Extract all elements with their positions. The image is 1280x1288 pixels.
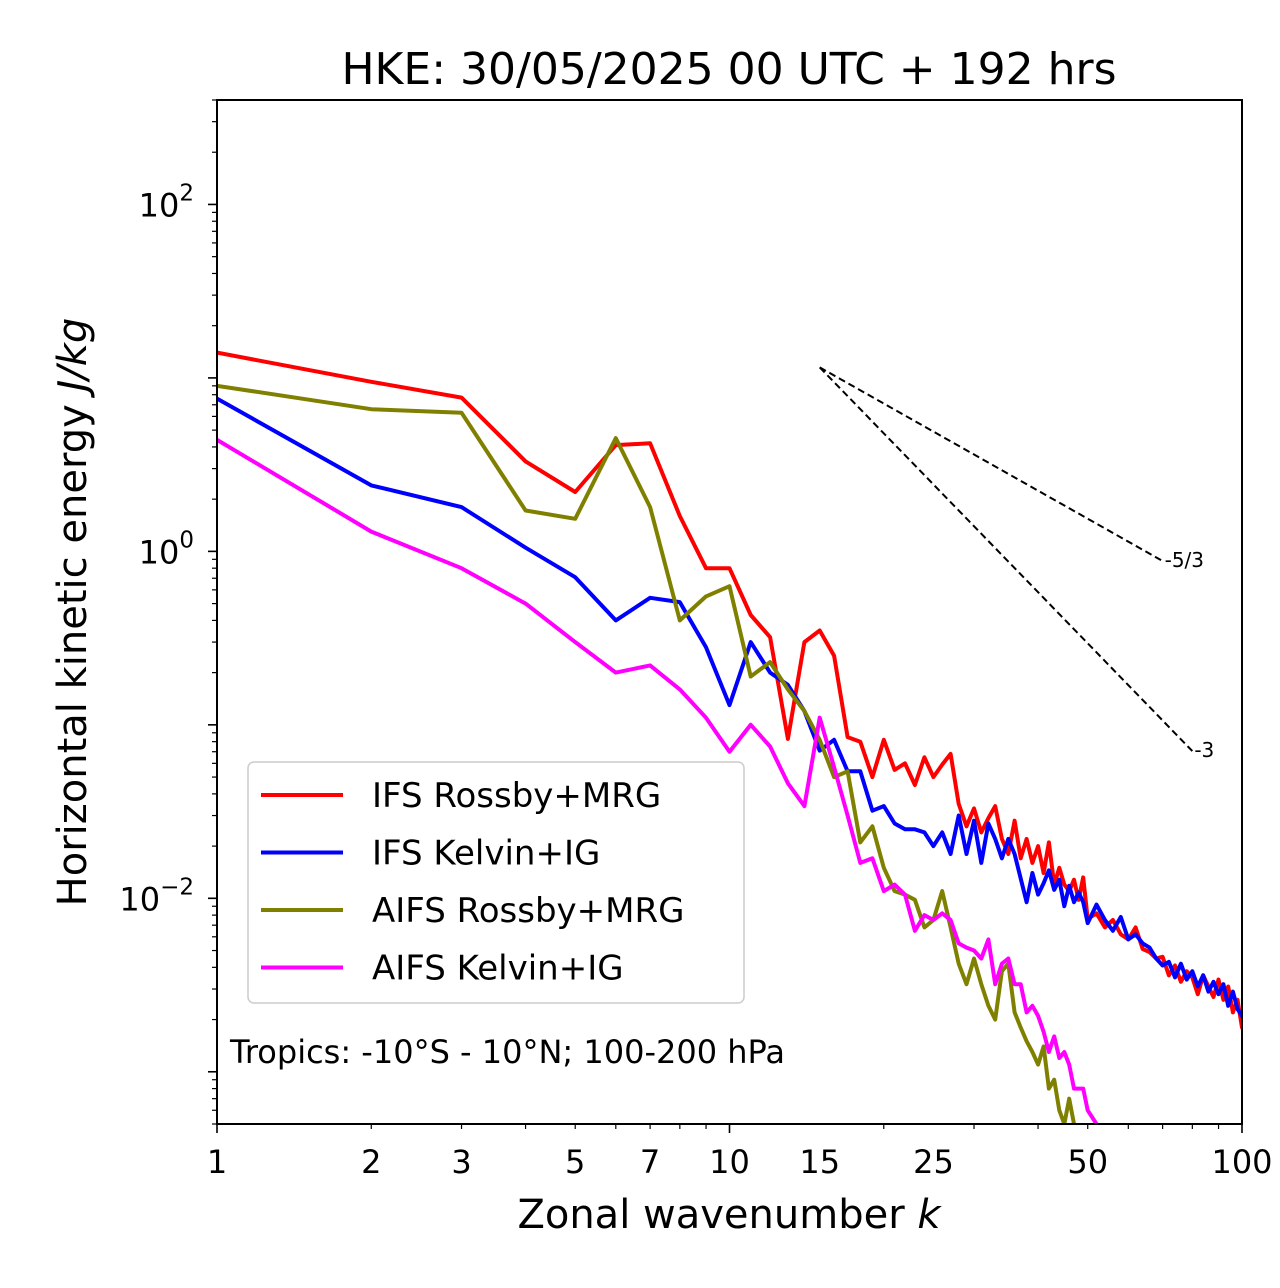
series-lines: [217, 350, 1242, 1124]
x-tick-label: 1: [207, 1143, 227, 1181]
x-tick-label: 5: [565, 1143, 585, 1181]
y-tick-label: 102: [139, 180, 194, 224]
x-tick-label: 50: [1067, 1143, 1108, 1181]
legend-box: [247, 761, 745, 1004]
series-line-aifs-kelvin-ig: [217, 437, 1099, 1124]
x-axis-ticks: 1 2 3 5 7 10 15 25 50 100: [207, 1124, 1273, 1181]
x-axis-label: Zonal wavenumber k: [517, 1192, 942, 1238]
x-tick-label: 100: [1211, 1143, 1272, 1181]
y-tick-label: 100: [139, 527, 194, 571]
y-axis-ticks: 10−2 100 102: [119, 99, 217, 1125]
reference-line-label: -3: [1194, 738, 1214, 762]
reference-line-label: -5/3: [1165, 548, 1204, 572]
reference-line-3: [819, 366, 1194, 752]
x-tick-label: 3: [451, 1143, 471, 1181]
legend: IFS Rossby+MRG IFS Kelvin+IG AIFS Rossby+M…: [247, 761, 745, 1004]
legend-label: AIFS Kelvin+IG: [372, 949, 624, 989]
legend-label: IFS Rossby+MRG: [372, 776, 661, 816]
x-tick-label: 25: [913, 1143, 954, 1181]
legend-item-aifs-kelvin-ig: AIFS Kelvin+IG: [261, 949, 624, 989]
x-tick-label: 15: [799, 1143, 840, 1181]
chart-title: HKE: 30/05/2025 00 UTC + 192 hrs: [341, 44, 1116, 95]
reference-slope-lines: -5/3 -3: [819, 366, 1214, 762]
y-tick-label: 10−2: [119, 874, 194, 918]
series-line-aifs-rossby-mrg: [217, 383, 1076, 1124]
series-line-ifs-rossby-mrg: [217, 350, 1242, 1030]
legend-label: AIFS Rossby+MRG: [372, 891, 684, 931]
x-tick-label: 10: [709, 1143, 750, 1181]
legend-item-ifs-rossby-mrg: IFS Rossby+MRG: [261, 776, 661, 816]
legend-item-ifs-kelvin-ig: IFS Kelvin+IG: [261, 834, 600, 874]
x-tick-label: 2: [361, 1143, 381, 1181]
x-tick-label: 7: [640, 1143, 660, 1181]
region-annotation: Tropics: -10°S - 10°N; 100-200 hPa: [229, 1033, 785, 1071]
legend-items: IFS Rossby+MRG IFS Kelvin+IG AIFS Rossby+M…: [261, 776, 684, 989]
y-axis-label: Horizontal kinetic energy J/kg: [50, 318, 96, 907]
legend-label: IFS Kelvin+IG: [372, 834, 600, 874]
legend-item-aifs-rossby-mrg: AIFS Rossby+MRG: [261, 891, 684, 931]
